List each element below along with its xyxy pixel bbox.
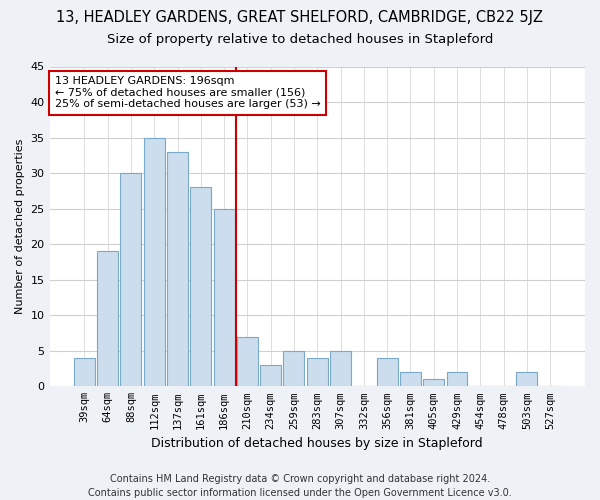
Bar (400, 372, 421, 386)
Bar (190, 188, 211, 386)
Bar (237, 336, 258, 386)
Bar (260, 365, 281, 386)
Text: 13 HEADLEY GARDENS: 196sqm
← 75% of detached houses are smaller (156)
25% of sem: 13 HEADLEY GARDENS: 196sqm ← 75% of deta… (55, 76, 320, 110)
Bar (423, 379, 444, 386)
X-axis label: Distribution of detached houses by size in Stapleford: Distribution of detached houses by size … (151, 437, 483, 450)
Bar (307, 358, 328, 386)
Text: Contains HM Land Registry data © Crown copyright and database right 2024.
Contai: Contains HM Land Registry data © Crown c… (88, 474, 512, 498)
Bar (517, 372, 538, 386)
Bar (330, 351, 351, 386)
Bar (167, 152, 188, 386)
Bar (144, 138, 165, 386)
Bar (283, 351, 304, 386)
Text: Size of property relative to detached houses in Stapleford: Size of property relative to detached ho… (107, 32, 493, 46)
Y-axis label: Number of detached properties: Number of detached properties (15, 138, 25, 314)
Bar (446, 372, 467, 386)
Bar (74, 358, 95, 386)
Bar (121, 173, 142, 386)
Bar (377, 358, 398, 386)
Bar (214, 208, 235, 386)
Text: 13, HEADLEY GARDENS, GREAT SHELFORD, CAMBRIDGE, CB22 5JZ: 13, HEADLEY GARDENS, GREAT SHELFORD, CAM… (56, 10, 544, 25)
Bar (97, 252, 118, 386)
